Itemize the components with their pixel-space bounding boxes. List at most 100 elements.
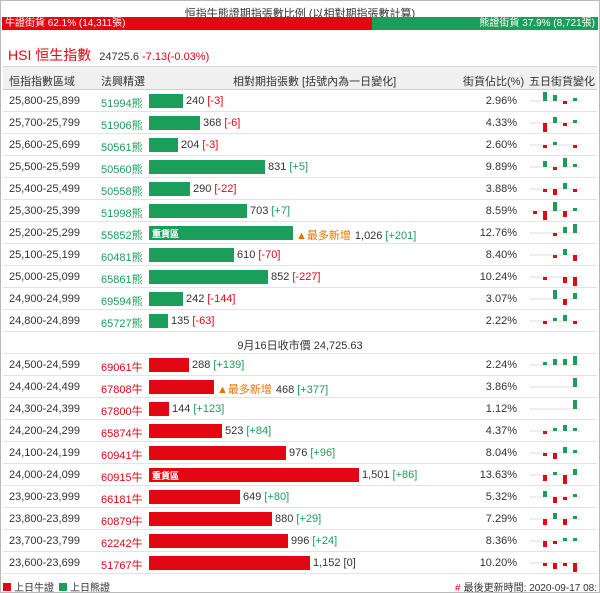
sparkline-bar xyxy=(573,120,577,123)
index-range: 25,300-25,399 xyxy=(9,205,80,217)
cbbc-code-link[interactable]: 60915牛 xyxy=(101,472,143,484)
sparkline-bar xyxy=(553,453,557,459)
sparkline-bar xyxy=(573,356,577,365)
share-pct: 12.76% xyxy=(479,227,517,239)
concentration-label: 重貨區 xyxy=(152,471,180,481)
sparkline-bar xyxy=(573,563,577,572)
qty-value: 144 xyxy=(172,403,191,415)
share-pct: 3.88% xyxy=(485,183,517,195)
cbbc-code-link[interactable]: 65727熊 xyxy=(101,318,143,330)
share-pct: 2.60% xyxy=(485,139,517,151)
sparkline-bar xyxy=(563,101,567,104)
sparkline-bar xyxy=(553,541,557,544)
five-day-sparkline xyxy=(529,276,581,286)
qty-value: 880 xyxy=(275,513,294,525)
five-day-sparkline xyxy=(529,142,581,148)
sparkline-bar xyxy=(563,183,567,189)
sparkline-bar xyxy=(563,425,567,431)
share-pct: 1.12% xyxy=(485,403,517,415)
sparkline-bar xyxy=(573,145,577,148)
cbbc-code-link[interactable]: 67808牛 xyxy=(101,384,143,396)
bear-row: 25,300-25,399 51998熊 703 [+7] 8.59% xyxy=(3,200,597,222)
qty-bar xyxy=(149,94,183,108)
share-pct: 3.86% xyxy=(485,381,517,393)
qty-bar xyxy=(149,160,265,174)
five-day-sparkline xyxy=(529,469,581,484)
qty-change: [+80] xyxy=(264,491,290,503)
cbbc-code-link[interactable]: 51906熊 xyxy=(101,120,143,132)
qty-change: [+7] xyxy=(271,205,291,217)
qty-value: 288 xyxy=(192,359,211,371)
bull-swatch xyxy=(3,582,11,591)
sparkline-bar xyxy=(573,450,577,453)
index-range: 24,000-24,099 xyxy=(9,469,80,481)
sparkline-bar xyxy=(553,290,557,299)
bull-bear-ratio-bar: 牛證街貨 62.1% (14,311張) 熊證街貨 37.9% (8,721張) xyxy=(2,17,598,30)
sparkline-bar xyxy=(553,359,557,365)
qty-bar xyxy=(149,402,169,416)
bull-rows: 24,500-24,599 69061牛 288 [+139] 2.24% 24,400-… xyxy=(3,354,597,574)
sparkline-bar xyxy=(573,516,577,519)
bull-row: 23,800-23,899 60879牛 880 [+29] 7.29% xyxy=(3,508,597,530)
bull-row: 24,000-24,099 60915牛 重貨區 1,501 [+86] 13.63% xyxy=(3,464,597,486)
qty-text: 1,501 [+86] xyxy=(362,469,417,481)
cbbc-code-link[interactable]: 69594熊 xyxy=(101,296,143,308)
qty-value: 1,501 xyxy=(362,469,390,481)
sparkline-bar xyxy=(543,519,547,525)
cbbc-code-link[interactable]: 50558熊 xyxy=(101,186,143,198)
index-range: 23,600-23,699 xyxy=(9,557,80,569)
cbbc-code-link[interactable]: 65861熊 xyxy=(101,274,143,286)
five-day-sparkline xyxy=(529,513,581,525)
sparkline-bar xyxy=(543,277,547,280)
legend-bear: 上日熊證 xyxy=(59,579,110,593)
cbbc-code-link[interactable]: 51998熊 xyxy=(101,208,143,220)
sparkline-bar xyxy=(563,447,567,453)
index-range: 24,200-24,299 xyxy=(9,425,80,437)
qty-text: 135 [-63] xyxy=(171,315,214,327)
bear-row: 25,200-25,299 55852熊 重貨區 ▲最多新增 1,026 [+201] 12… xyxy=(3,222,597,244)
cbbc-code-link[interactable]: 62242牛 xyxy=(101,538,143,550)
sparkline-bar xyxy=(543,321,547,324)
cbbc-code-link[interactable]: 66181牛 xyxy=(101,494,143,506)
qty-bar xyxy=(149,292,183,306)
bear-row: 25,100-25,199 60481熊 610 [-70] 8.40% xyxy=(3,244,597,266)
cbbc-code-link[interactable]: 51767牛 xyxy=(101,560,143,572)
qty-text: 852 [-227] xyxy=(271,271,321,283)
sparkline-bar xyxy=(553,167,557,170)
qty-bar xyxy=(149,446,286,460)
index-range: 24,300-24,399 xyxy=(9,403,80,415)
sparkline-bar xyxy=(543,161,547,167)
qty-text: ▲最多新增 468 [+377] xyxy=(217,381,328,397)
index-name[interactable]: HSI 恒生指數 xyxy=(8,47,92,63)
cbbc-code-link[interactable]: 50560熊 xyxy=(101,164,143,176)
qty-bar xyxy=(149,204,247,218)
bull-row: 24,300-24,399 67800牛 144 [+123] 1.12% xyxy=(3,398,597,420)
cbbc-code-link[interactable]: 55852熊 xyxy=(101,230,143,242)
qty-text: 831 [+5] xyxy=(268,161,308,173)
qty-change: [+377] xyxy=(297,384,329,396)
cbbc-code-link[interactable]: 65874牛 xyxy=(101,428,143,440)
five-day-sparkline xyxy=(529,224,581,236)
cbbc-code-link[interactable]: 60941牛 xyxy=(101,450,143,462)
sparkline-bar xyxy=(563,475,567,484)
qty-change: [+96] xyxy=(310,447,336,459)
bull-row: 24,500-24,599 69061牛 288 [+139] 2.24% xyxy=(3,354,597,376)
bear-row: 24,800-24,899 65727熊 135 [-63] 2.22% xyxy=(3,310,597,332)
sparkline-bar xyxy=(553,255,557,258)
five-day-sparkline xyxy=(529,400,581,410)
cbbc-code-link[interactable]: 60481熊 xyxy=(101,252,143,264)
cbbc-code-link[interactable]: 67800牛 xyxy=(101,406,143,418)
qty-change: [+5] xyxy=(289,161,309,173)
qty-change: [+24] xyxy=(312,535,338,547)
cbbc-code-link[interactable]: 50561熊 xyxy=(101,142,143,154)
share-pct: 2.22% xyxy=(485,315,517,327)
share-pct: 7.29% xyxy=(485,513,517,525)
cbbc-code-link[interactable]: 69061牛 xyxy=(101,362,143,374)
cbbc-code-link[interactable]: 60879牛 xyxy=(101,516,143,528)
bear-row: 24,900-24,999 69594熊 242 [-144] 3.07% xyxy=(3,288,597,310)
bear-ratio-segment: 熊證街貨 37.9% (8,721張) xyxy=(372,17,598,30)
cbbc-code-link[interactable]: 51994熊 xyxy=(101,98,143,110)
qty-change: [-144] xyxy=(207,293,236,305)
qty-value: 290 xyxy=(193,183,212,195)
share-pct: 8.40% xyxy=(485,249,517,261)
